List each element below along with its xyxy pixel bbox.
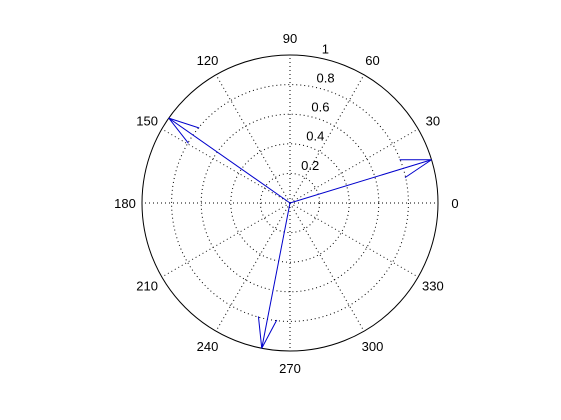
grid-circle-0.4: [230, 143, 350, 263]
radial-tick-label-0.4: 0.4: [306, 129, 324, 144]
radial-tick-label-0.8: 0.8: [317, 70, 335, 85]
angle-tick-label-120: 120: [197, 53, 219, 68]
spoke-120: [215, 74, 291, 204]
grid-circle-0.2: [259, 172, 321, 234]
arrow-1: [168, 117, 291, 204]
spoke-330: [289, 202, 419, 278]
spoke-300: [289, 202, 365, 332]
polar-grid: [141, 54, 439, 352]
outer-circle: [141, 54, 439, 352]
angle-tick-label-270: 270: [279, 361, 301, 376]
tick-labels: 0 30 60 90 120 150 180 210 240 270 300 330 0.2 0.4 0.6…: [114, 31, 458, 376]
spoke-60: [289, 74, 365, 204]
spoke-150: [161, 128, 291, 204]
angle-tick-label-0: 0: [451, 196, 458, 211]
radial-tick-label-0.6: 0.6: [311, 100, 329, 115]
angle-tick-label-210: 210: [136, 279, 158, 294]
grid-circle-0.6: [200, 113, 380, 293]
arrow-2: [257, 202, 291, 349]
radial-tick-label-0.2: 0.2: [301, 158, 319, 173]
angle-tick-label-330: 330: [422, 279, 444, 294]
arrow-0: [289, 159, 432, 204]
angle-tick-label-300: 300: [362, 339, 384, 354]
spoke-30: [289, 128, 419, 204]
angle-tick-label-60: 60: [365, 53, 379, 68]
spoke-240: [215, 202, 291, 332]
angle-tick-label-240: 240: [197, 339, 219, 354]
angle-tick-label-90: 90: [283, 31, 297, 46]
angle-tick-label-180: 180: [114, 196, 136, 211]
radial-tick-label-1: 1: [322, 41, 329, 56]
arrow-series: [168, 117, 432, 349]
spoke-210: [161, 202, 291, 278]
angle-tick-label-150: 150: [136, 114, 158, 129]
angle-tick-label-30: 30: [426, 114, 440, 129]
